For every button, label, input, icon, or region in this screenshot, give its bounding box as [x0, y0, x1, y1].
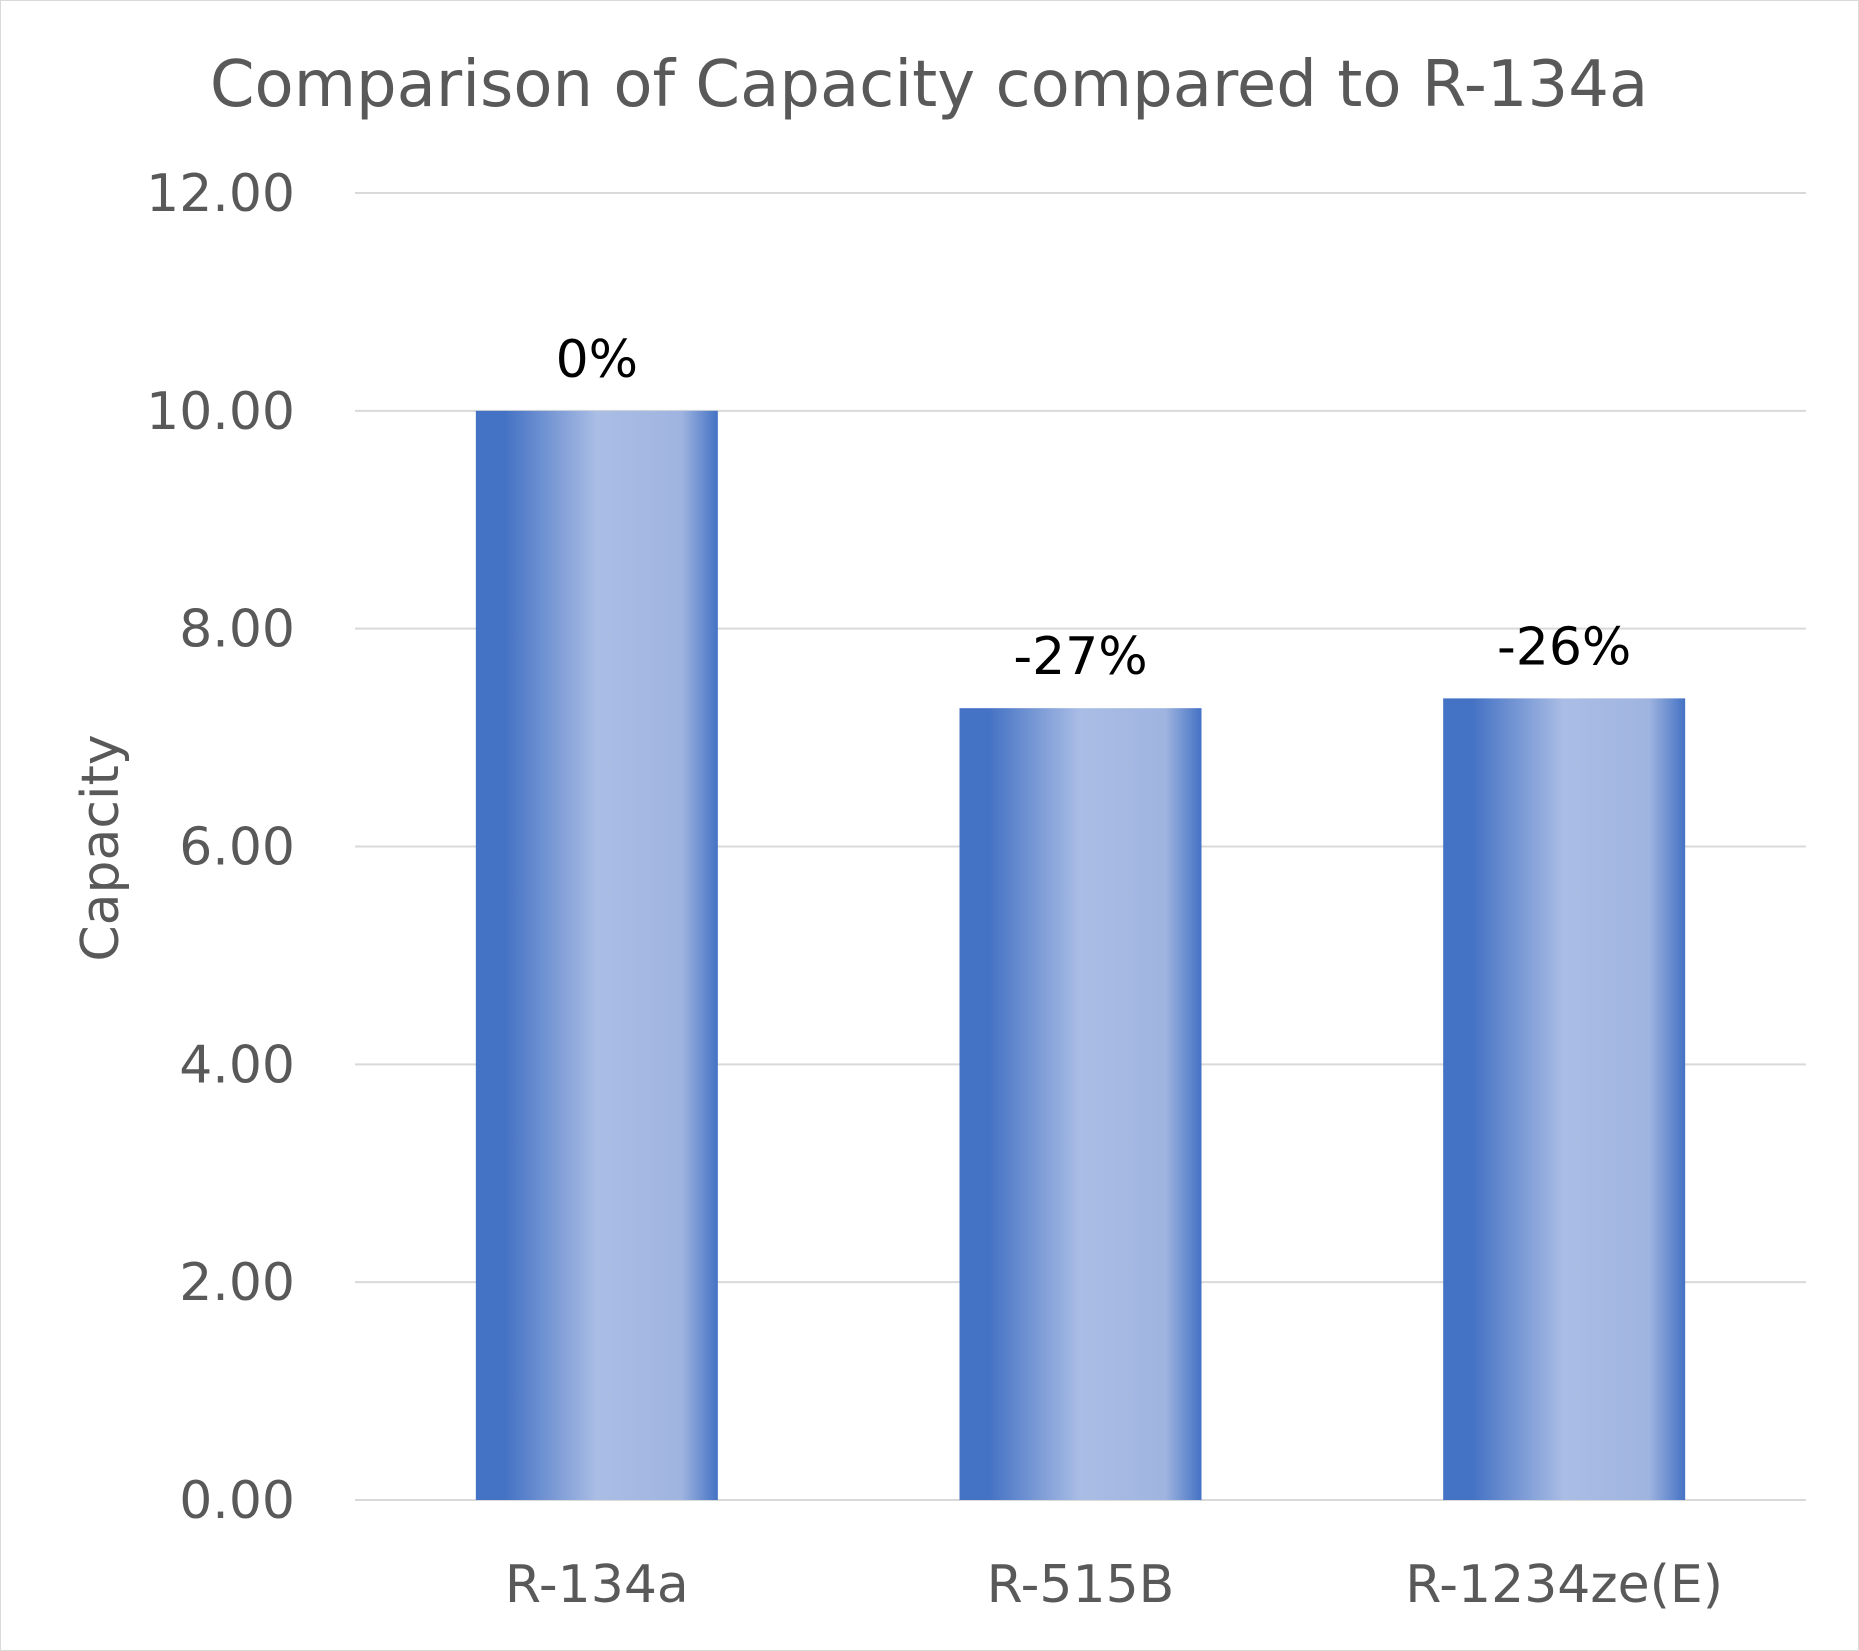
- y-tick-label: 12.00: [146, 164, 295, 224]
- data-label: -27%: [1013, 627, 1147, 687]
- bar-r-515b: [959, 708, 1202, 1500]
- y-tick-label: 8.00: [179, 600, 295, 660]
- data-labels: 0% -27% -26%: [556, 330, 1632, 687]
- x-category-label: R-515B: [987, 1555, 1175, 1615]
- y-tick-label: 4.00: [179, 1035, 295, 1095]
- x-axis-category-labels: R-134a R-515B R-1234ze(E): [505, 1555, 1723, 1615]
- y-tick-label: 10.00: [146, 382, 295, 442]
- y-axis-label: Capacity: [71, 734, 131, 961]
- y-tick-label: 0.00: [179, 1471, 295, 1531]
- bar-r-134a: [475, 410, 718, 1500]
- bars: [475, 410, 1686, 1500]
- y-tick-label: 2.00: [179, 1253, 295, 1313]
- y-tick-label: 6.00: [179, 818, 295, 878]
- x-category-label: R-134a: [505, 1555, 689, 1615]
- x-category-label: R-1234ze(E): [1405, 1555, 1723, 1615]
- data-label: -26%: [1497, 617, 1631, 677]
- chart-title: Comparison of Capacity compared to R-134…: [210, 48, 1648, 122]
- y-axis-tick-labels: 0.00 2.00 4.00 6.00 8.00 10.00 12.00: [146, 164, 295, 1531]
- bar-r-1234ze-e: [1443, 698, 1686, 1500]
- data-label: 0%: [556, 330, 639, 390]
